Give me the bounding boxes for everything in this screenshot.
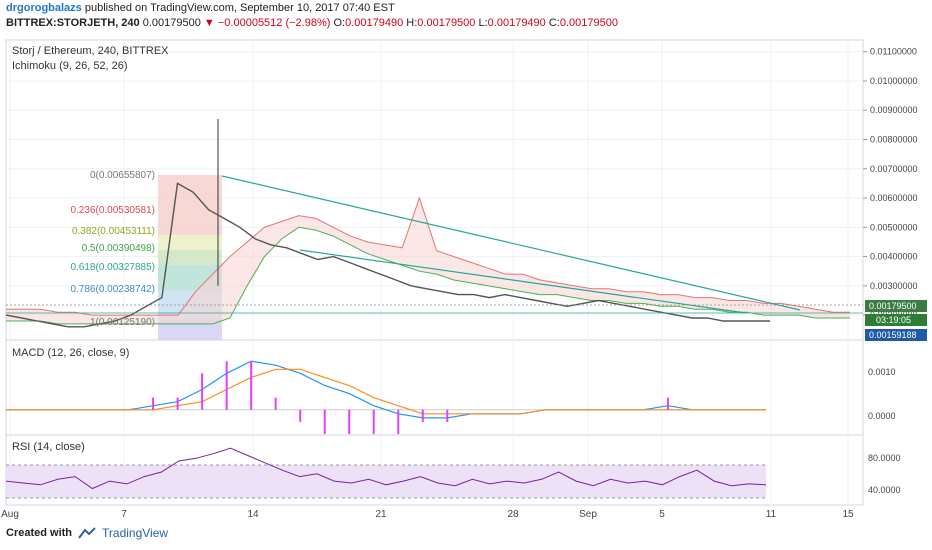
price-line — [5, 182, 770, 328]
x-tick-label: 11 — [766, 509, 777, 520]
price-tag: 0.00179500 — [869, 301, 917, 311]
low-tag: 0.00159188 — [869, 330, 917, 340]
low-tag-box — [865, 329, 927, 341]
price-axis-ticks: 0.01100000 0.01000000 0.00900000 0.00800000… — [863, 47, 918, 320]
header-quote: BITTREX:STORJETH, 240 0.00179500 ▼ −0.00… — [6, 17, 618, 29]
fib-label: 0.618(0.00327885) — [70, 262, 155, 273]
fib-label: 0.382(0.00453111) — [72, 226, 155, 237]
y-tick-label: 0.00900000 — [870, 105, 918, 115]
x-tick-label: 7 — [121, 509, 127, 520]
y-tick-label: 0.00300000 — [870, 281, 918, 291]
y-tick-label: 0.01000000 — [870, 76, 918, 86]
tradingview-brand[interactable]: TradingView — [102, 526, 169, 540]
fib-label: 1(0.00125190) — [90, 317, 155, 328]
price-tag-box — [865, 300, 927, 312]
fib-red-zone — [158, 175, 222, 235]
main-grid — [6, 40, 863, 505]
y-tick-label: 0.01100000 — [870, 47, 917, 57]
macd-lines — [6, 360, 766, 435]
cloud-fill — [6, 198, 850, 324]
y-tick-label: 0.00700000 — [870, 164, 918, 174]
macd-pane-title: MACD (12, 26, close, 9) — [12, 347, 129, 359]
fib-labels: 0(0.00655807) 0.236(0.00530581) 0.382(0.00… — [70, 170, 155, 328]
header-title: drgorogbalazs published on TradingView.c… — [6, 2, 395, 14]
rsi-tick-2: 40.0000 — [868, 485, 901, 495]
main-pane-title: Storj / Ethereum, 240, BITTREX — [12, 45, 169, 57]
symbol-line: BITTREX:STORJETH, 240 — [6, 17, 140, 29]
rsi-series — [5, 447, 767, 490]
fib-label: 0.5(0.00390498) — [82, 243, 155, 254]
price-change: −0.00005512 (−2.98%) — [217, 17, 331, 29]
created-with: Created with — [6, 527, 73, 539]
ohlc-h-label: H: — [406, 17, 418, 29]
ohlc-o: 0.00179490 — [345, 17, 404, 29]
macd-pane-frame — [5, 339, 864, 436]
footer: Created with TradingView — [6, 526, 168, 540]
macd-tick-2: 0.0000 — [868, 411, 896, 421]
author-name[interactable]: drgorogbalazs — [6, 2, 82, 14]
time-axis-ticks: Aug 7 14 21 28 Sep 5 11 15 — [1, 509, 854, 520]
y-tick-label: 0.00400000 — [870, 252, 918, 262]
ohlc-l: 0.00179490 — [487, 17, 546, 29]
rsi-band — [6, 465, 766, 498]
cloud-lower-line — [6, 226, 850, 325]
x-tick-label: Sep — [579, 509, 597, 520]
x-tick-label: 28 — [507, 509, 519, 520]
rsi-line — [5, 447, 767, 490]
fib-violet-zone — [158, 320, 222, 340]
y-tick-label: 0.00800000 — [870, 135, 918, 145]
trendline-lower — [299, 249, 747, 314]
trend-lines — [6, 175, 863, 314]
time-tag: 03:19:05 — [876, 315, 911, 325]
x-tick-label: 14 — [247, 509, 259, 520]
down-arrow-icon: ▼ — [203, 17, 215, 29]
price-series — [5, 119, 770, 328]
ohlc-l-label: L: — [478, 17, 488, 29]
rsi-pane-title: RSI (14, close) — [12, 441, 85, 453]
last-price: 0.00179500 — [142, 17, 201, 29]
ohlc-h: 0.00179500 — [417, 17, 476, 29]
chart-canvas[interactable]: 0(0.00655807) 0.236(0.00530581) 0.382(0.00… — [0, 0, 932, 520]
fib-label: 0.786(0.00238742) — [70, 284, 155, 295]
published-text: published on TradingView.com, September … — [84, 2, 395, 14]
tradingview-logo-icon — [78, 527, 96, 539]
ohlc-o-label: O: — [333, 17, 346, 29]
ohlc-c: 0.00179500 — [559, 17, 618, 29]
x-tick-label: 5 — [659, 509, 665, 520]
y-tick-label: 0.00600000 — [870, 193, 918, 203]
ohlc-c-label: C: — [548, 17, 560, 29]
fib-label: 0(0.00655807) — [90, 170, 155, 181]
indicator-title: Ichimoku (9, 26, 52, 26) — [12, 60, 128, 72]
y-tick-label: 0.00500000 — [870, 222, 918, 232]
x-tick-label: 21 — [375, 509, 387, 520]
x-tick-label: Aug — [1, 509, 19, 520]
signal-line — [6, 368, 766, 415]
macd-tick-1: 0.0010 — [868, 367, 896, 377]
rsi-tick-1: 80.0000 — [868, 453, 901, 463]
x-tick-label: 15 — [842, 509, 854, 520]
fib-label: 0.236(0.00530581) — [70, 205, 155, 216]
time-tag-box — [865, 314, 927, 326]
trendline-upper — [221, 175, 801, 311]
